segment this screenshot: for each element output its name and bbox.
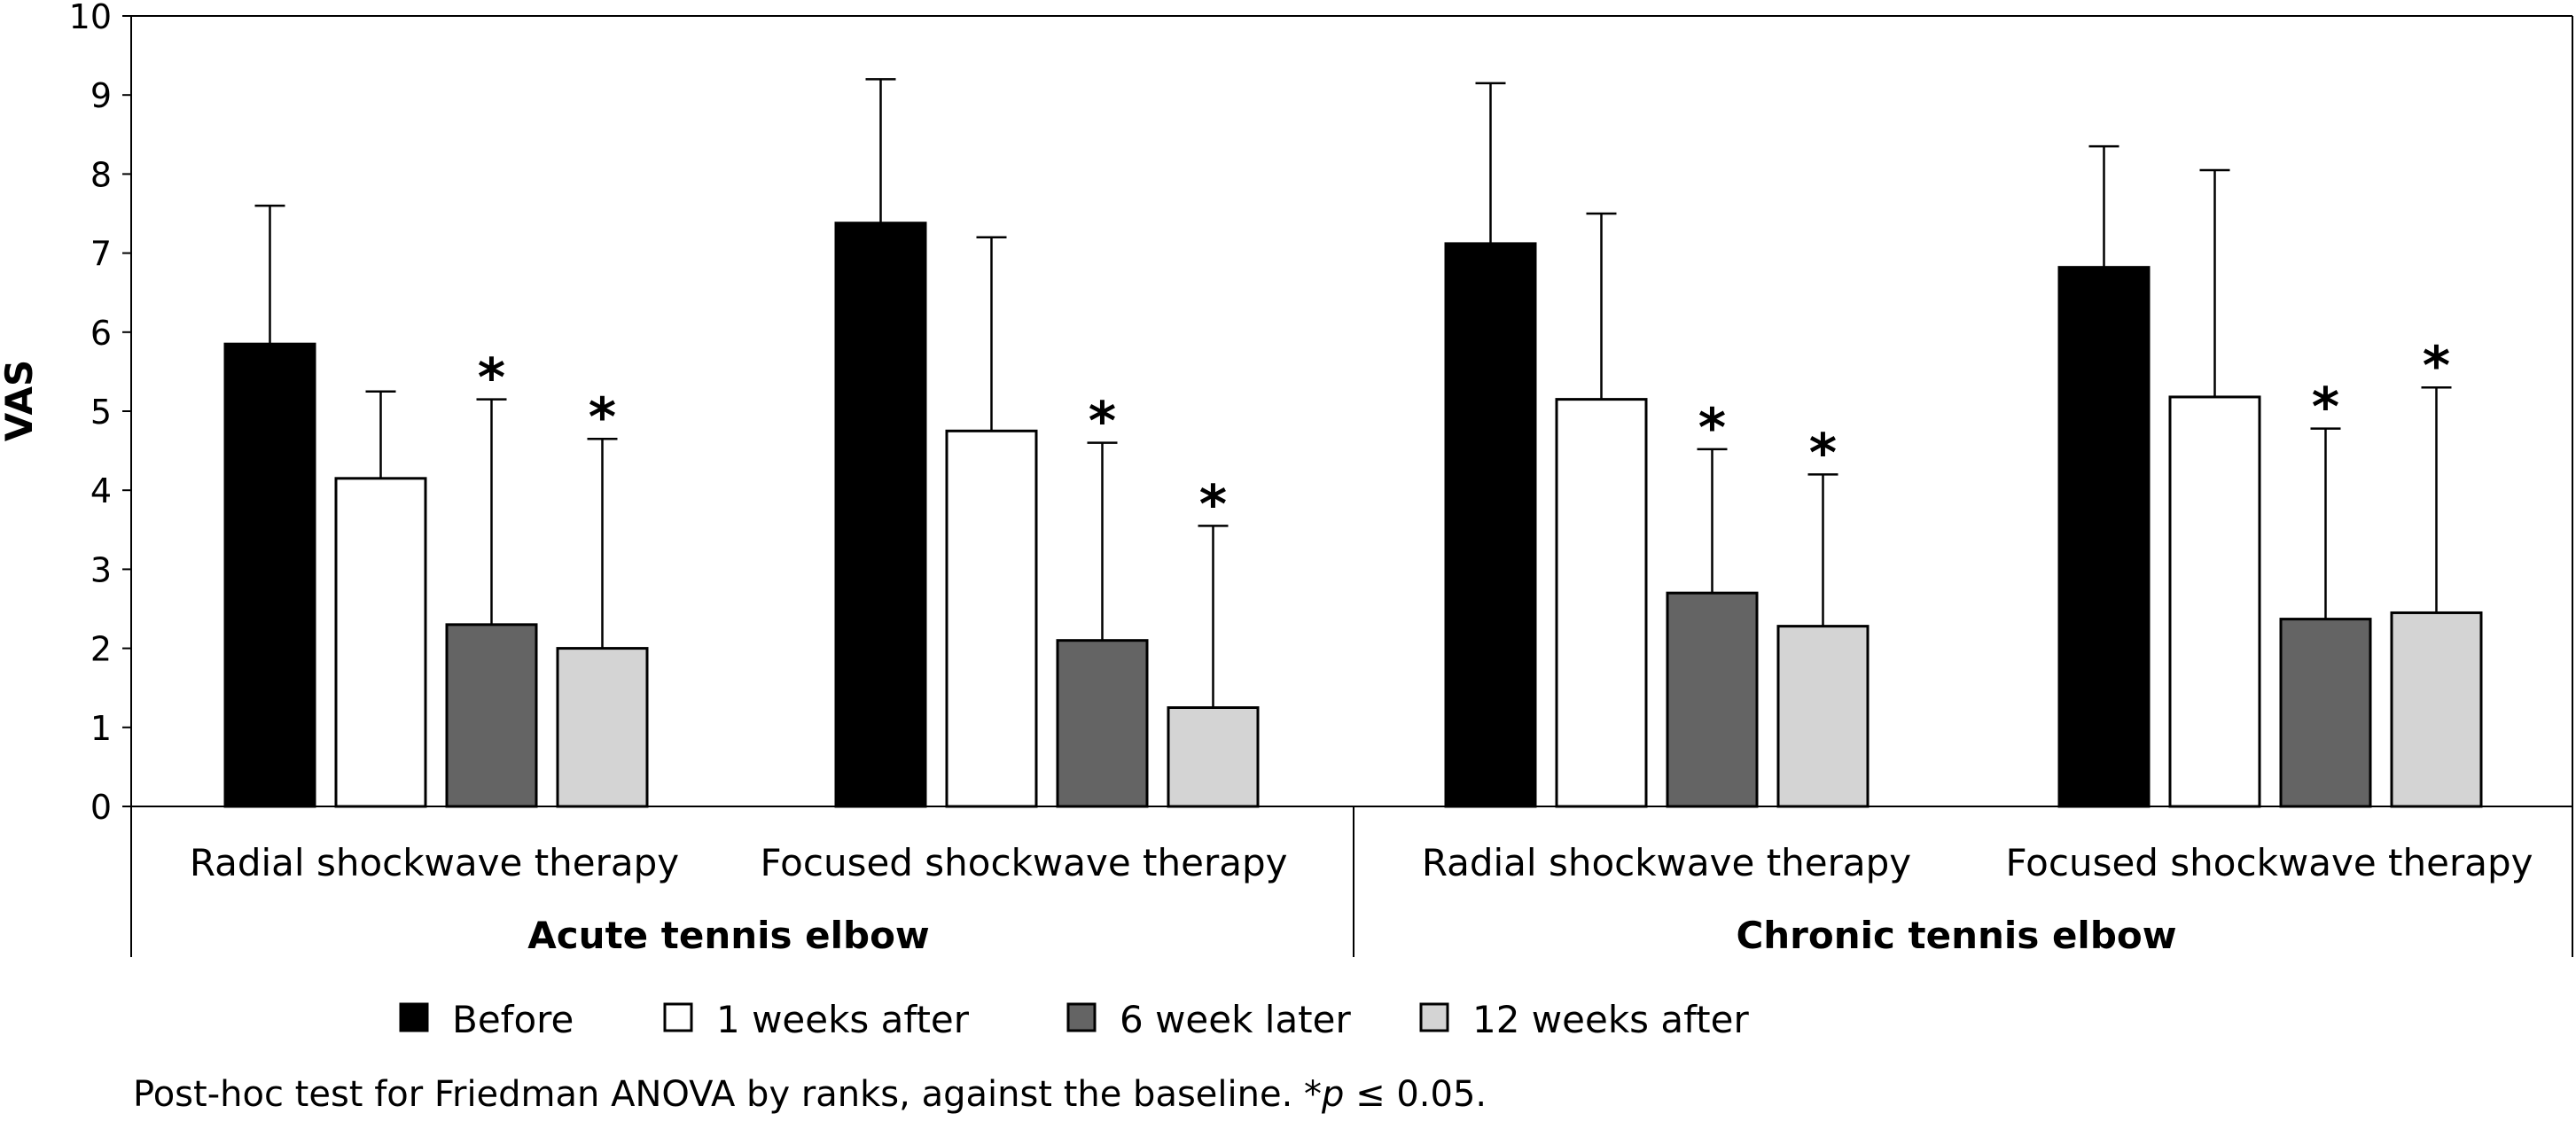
bars: * * * * * * * * bbox=[223, 78, 2483, 808]
significance-marker: * bbox=[1199, 473, 1227, 535]
legend: Before 1 weeks after 6 week later 12 weeks … bbox=[399, 998, 1749, 1041]
bar bbox=[445, 623, 538, 808]
category-label: Focused shockwave therapy bbox=[2006, 841, 2533, 884]
footnote-p-symbol: p bbox=[1322, 1074, 1345, 1115]
condition-label: Acute tennis elbow bbox=[527, 914, 929, 957]
legend-label: Before bbox=[452, 998, 574, 1041]
significance-marker: * bbox=[2423, 335, 2450, 397]
legend-swatch bbox=[1419, 1002, 1449, 1032]
labels: Radial shockwave therapy Focused shockwav… bbox=[190, 841, 2533, 957]
bar bbox=[556, 647, 649, 808]
bar bbox=[1555, 398, 1648, 808]
significance-marker: * bbox=[478, 347, 505, 409]
legend-label: 12 weeks after bbox=[1472, 998, 1749, 1041]
significance-marker: * bbox=[2312, 377, 2339, 439]
y-axis-label: VAS bbox=[0, 360, 41, 441]
y-tick-label: 2 bbox=[90, 630, 112, 669]
bar bbox=[2168, 395, 2261, 808]
y-tick-label: 6 bbox=[90, 314, 112, 353]
bar bbox=[1167, 706, 1260, 808]
y-tick-label: 5 bbox=[90, 393, 112, 432]
significance-marker: * bbox=[1809, 422, 1837, 484]
category-label: Radial shockwave therapy bbox=[1422, 841, 1911, 884]
category-label: Focused shockwave therapy bbox=[761, 841, 1288, 884]
bar bbox=[1056, 639, 1149, 808]
bar bbox=[1776, 625, 1870, 808]
y-tick-label: 3 bbox=[90, 550, 112, 589]
legend-label: 1 weeks after bbox=[716, 998, 970, 1041]
axes: 0 1 2 3 4 5 6 7 8 9 10 VAS bbox=[0, 0, 2573, 957]
y-tick-label: 1 bbox=[90, 709, 112, 748]
y-tick-label: 4 bbox=[90, 471, 112, 510]
bar bbox=[945, 429, 1038, 808]
bar bbox=[2057, 266, 2151, 808]
y-tick-label: 0 bbox=[90, 788, 112, 827]
category-label: Radial shockwave therapy bbox=[190, 841, 679, 884]
y-tick-label: 7 bbox=[90, 235, 112, 274]
legend-label: 6 week later bbox=[1120, 998, 1351, 1041]
y-tick-label: 10 bbox=[69, 0, 112, 36]
significance-marker: * bbox=[589, 386, 616, 448]
significance-marker: * bbox=[1698, 397, 1726, 459]
bar bbox=[2390, 611, 2483, 808]
y-tick-label: 8 bbox=[90, 155, 112, 194]
footnote-prefix: Post-hoc test for Friedman ANOVA by rank… bbox=[133, 1074, 1323, 1115]
bar bbox=[1666, 591, 1759, 808]
bar bbox=[334, 477, 427, 808]
condition-label: Chronic tennis elbow bbox=[1736, 914, 2176, 957]
legend-swatch bbox=[399, 1002, 429, 1032]
legend-swatch bbox=[663, 1002, 693, 1032]
y-tick-label: 9 bbox=[90, 76, 112, 115]
bar bbox=[834, 222, 927, 808]
bar bbox=[1444, 242, 1537, 808]
significance-marker: * bbox=[1089, 391, 1116, 453]
bar bbox=[223, 342, 316, 808]
legend-swatch bbox=[1066, 1002, 1097, 1032]
bar bbox=[2279, 618, 2372, 808]
footnote: Post-hoc test for Friedman ANOVA by rank… bbox=[133, 1074, 1487, 1115]
footnote-suffix: ≤ 0.05. bbox=[1344, 1074, 1487, 1115]
